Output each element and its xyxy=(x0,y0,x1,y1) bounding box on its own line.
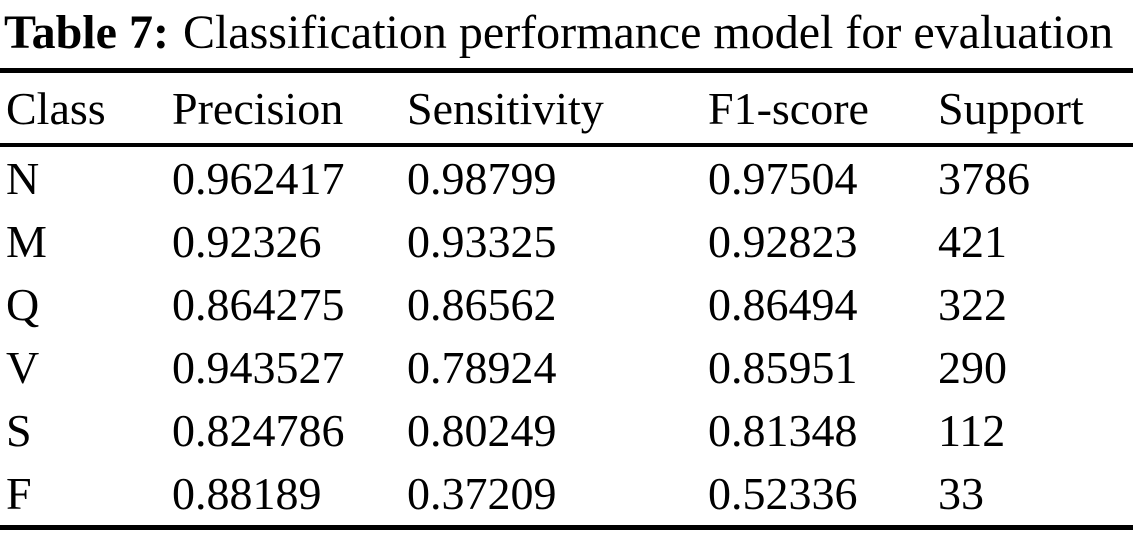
col-header-sensitivity: Sensitivity xyxy=(407,82,604,134)
cell-class: Q xyxy=(6,279,40,330)
cell-precision: 0.943527 xyxy=(172,342,345,393)
cell-support: 3786 xyxy=(938,153,1030,204)
cell-sensitivity: 0.37209 xyxy=(407,468,557,519)
col-header-f1-score: F1-score xyxy=(708,82,869,134)
cell-class: F xyxy=(6,468,32,519)
cell-sensitivity: 0.80249 xyxy=(407,405,557,456)
cell-sensitivity: 0.78924 xyxy=(407,342,557,393)
cell-f1-score: 0.86494 xyxy=(708,279,858,330)
col-header-precision: Precision xyxy=(172,82,344,134)
cell-f1-score: 0.92823 xyxy=(708,216,858,267)
cell-support: 421 xyxy=(938,216,1007,267)
table-row: S 0.824786 0.80249 0.81348 112 xyxy=(0,399,1133,462)
table-caption: Table 7: Classification performance model… xyxy=(0,0,1133,64)
table-row: N 0.962417 0.98799 0.97504 3786 xyxy=(0,145,1133,210)
cell-f1-score: 0.52336 xyxy=(708,468,858,519)
cell-class: M xyxy=(6,216,47,267)
cell-precision: 0.962417 xyxy=(172,153,345,204)
cell-precision: 0.824786 xyxy=(172,405,345,456)
cell-f1-score: 0.81348 xyxy=(708,405,858,456)
table-row: F 0.88189 0.37209 0.52336 33 xyxy=(0,462,1133,528)
table-row: V 0.943527 0.78924 0.85951 290 xyxy=(0,336,1133,399)
cell-class: N xyxy=(6,153,40,204)
cell-precision: 0.88189 xyxy=(172,468,322,519)
cell-precision: 0.864275 xyxy=(172,279,345,330)
cell-f1-score: 0.85951 xyxy=(708,342,858,393)
cell-sensitivity: 0.86562 xyxy=(407,279,557,330)
cell-support: 112 xyxy=(938,405,1006,456)
header-row: Class Precision Sensitivity F1-score Sup… xyxy=(0,70,1133,145)
col-header-support: Support xyxy=(938,82,1084,134)
cell-support: 33 xyxy=(938,468,984,519)
cell-class: V xyxy=(6,342,40,393)
table-caption-label: Table 7: xyxy=(4,6,169,59)
col-header-class: Class xyxy=(6,82,106,134)
cell-sensitivity: 0.93325 xyxy=(407,216,557,267)
cell-f1-score: 0.97504 xyxy=(708,153,858,204)
cell-support: 322 xyxy=(938,279,1007,330)
cell-class: S xyxy=(6,405,32,456)
table-row: Q 0.864275 0.86562 0.86494 322 xyxy=(0,273,1133,336)
cell-support: 290 xyxy=(938,342,1007,393)
table-row: M 0.92326 0.93325 0.92823 421 xyxy=(0,210,1133,273)
cell-sensitivity: 0.98799 xyxy=(407,153,557,204)
cell-precision: 0.92326 xyxy=(172,216,322,267)
classification-performance-table: Class Precision Sensitivity F1-score Sup… xyxy=(0,68,1133,530)
table-caption-text: Classification performance model for eva… xyxy=(182,6,1114,59)
